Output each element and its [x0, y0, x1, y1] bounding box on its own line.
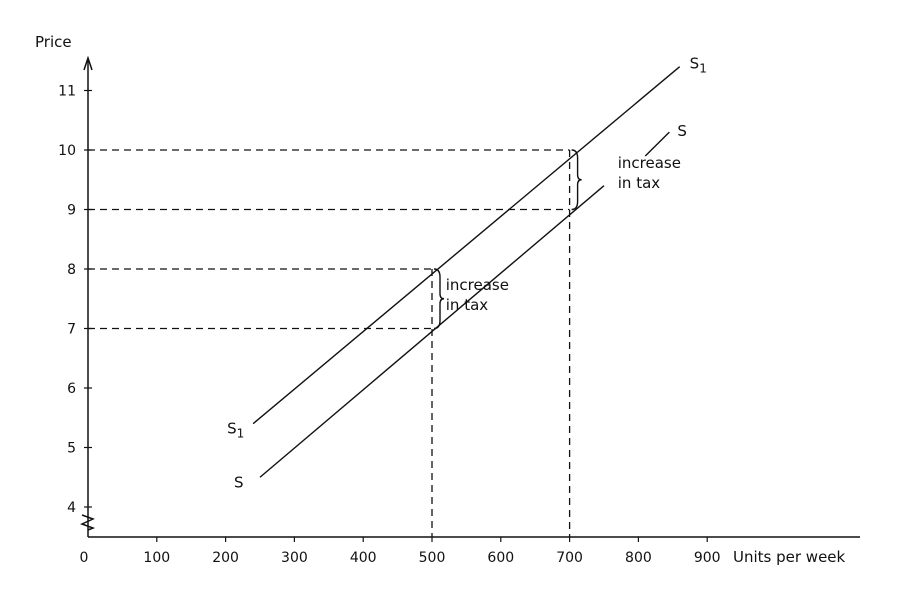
- y-tick-label: 10: [58, 143, 76, 159]
- increase-in-tax-label: increase in tax: [446, 276, 509, 314]
- x-tick-label: 900: [694, 550, 721, 566]
- y-tick-label: 11: [58, 84, 76, 100]
- y-tick-label: 6: [67, 381, 76, 397]
- tax-brace: [571, 149, 582, 211]
- curve-end-label-s1: S1: [690, 55, 707, 76]
- supply-curve-s1: [252, 66, 681, 425]
- curve-start-label-s: S: [234, 473, 244, 491]
- curve-end-label-s: S: [677, 122, 687, 140]
- x-tick-label: 500: [419, 550, 446, 566]
- supply-curve-s: [259, 185, 605, 478]
- x-tick-label: 300: [281, 550, 308, 566]
- x-tick-label: 400: [350, 550, 377, 566]
- reference-lines: [88, 149, 571, 537]
- y-tick-label: 7: [67, 322, 76, 338]
- x-tick-label: 200: [212, 550, 239, 566]
- y-axis-arrow: [83, 55, 93, 71]
- y-tick-label: 8: [67, 262, 76, 278]
- x-tick-label: 800: [625, 550, 652, 566]
- annotations: increase in tax increase in tax: [433, 149, 681, 330]
- increase-in-tax-label: increase in tax: [618, 154, 681, 192]
- y-tick-label: 9: [67, 203, 76, 219]
- x-tick-label: 100: [143, 550, 170, 566]
- x-tick-label: 0: [80, 550, 89, 566]
- tax-brace: [433, 268, 445, 330]
- y-tick-label: 4: [67, 500, 76, 516]
- x-tick-label: 600: [487, 550, 514, 566]
- x-tick-label: 700: [556, 550, 583, 566]
- axis-break-zigzag: [80, 514, 96, 531]
- curve-start-label-s1: S1: [227, 420, 244, 441]
- y-tick-label: 5: [67, 441, 76, 457]
- y-axis-label: Price: [35, 33, 72, 51]
- supply-curves: S S S1 S1: [227, 55, 707, 492]
- supply-curve-s-segment: [644, 131, 670, 157]
- x-axis-label: Units per week: [733, 548, 846, 566]
- axes: 4 5 6 7 8 9 10 11 0 100 200 300 400 500 600 700 800 900: [58, 55, 860, 566]
